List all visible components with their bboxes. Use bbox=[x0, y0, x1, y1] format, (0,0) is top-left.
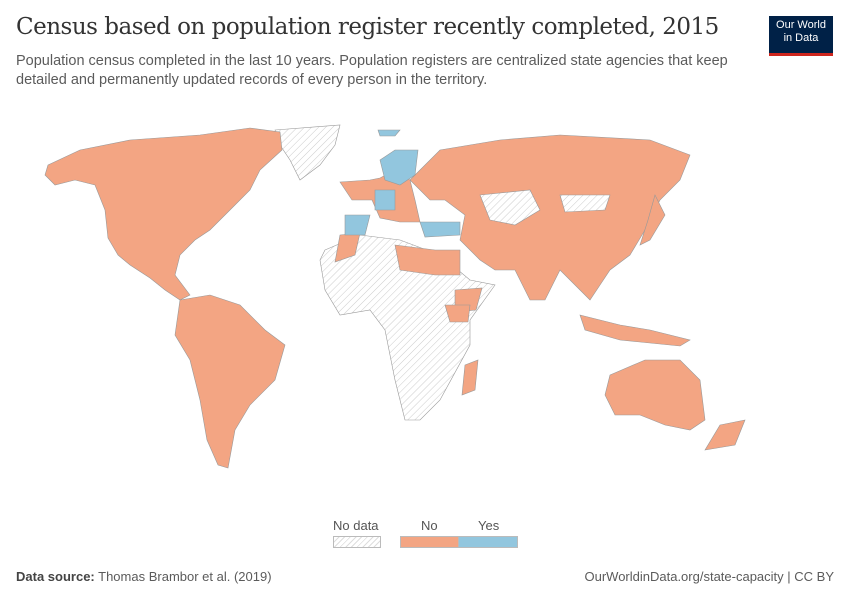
world-map bbox=[44, 124, 746, 469]
region-madagascar[interactable] bbox=[461, 359, 479, 396]
region-indonesia[interactable] bbox=[579, 314, 691, 347]
region-east-africa[interactable] bbox=[444, 304, 471, 323]
data-source: Data source: Thomas Brambor et al. (2019… bbox=[16, 569, 272, 584]
region-turkey[interactable] bbox=[419, 221, 461, 238]
data-source-text[interactable]: Thomas Brambor et al. (2019) bbox=[98, 569, 272, 584]
legend-no-swatch[interactable] bbox=[400, 536, 459, 548]
region-south-america[interactable] bbox=[174, 294, 286, 469]
region-central-europe[interactable] bbox=[374, 189, 396, 211]
region-australia[interactable] bbox=[604, 359, 706, 431]
legend-no-label: No bbox=[421, 518, 438, 533]
region-greenland[interactable] bbox=[274, 124, 341, 181]
region-north-america[interactable] bbox=[44, 127, 283, 301]
logo-line-2: in Data bbox=[783, 32, 819, 44]
chart-title: Census based on population register rece… bbox=[16, 14, 719, 40]
logo-line-1: Our World bbox=[776, 19, 826, 31]
region-kazakhstan[interactable] bbox=[479, 189, 541, 226]
legend-yes-label: Yes bbox=[478, 518, 500, 533]
region-asia[interactable] bbox=[409, 134, 691, 301]
legend-no-data-label: No data bbox=[333, 518, 379, 533]
region-libya-egypt[interactable] bbox=[394, 244, 461, 276]
legend-yes-swatch[interactable] bbox=[458, 536, 518, 548]
footer-link[interactable]: OurWorldinData.org/state-capacity | CC B… bbox=[584, 569, 834, 584]
region-mongolia[interactable] bbox=[559, 194, 611, 213]
chart-subtitle: Population census completed in the last … bbox=[16, 53, 728, 88]
region-japan[interactable] bbox=[639, 194, 666, 246]
owid-logo[interactable]: Our World in Data bbox=[769, 16, 833, 56]
region-new-zealand[interactable] bbox=[704, 419, 746, 451]
region-iceland[interactable] bbox=[377, 129, 401, 137]
data-source-label: Data source: bbox=[16, 569, 95, 584]
region-spain[interactable] bbox=[344, 214, 371, 236]
region-scandinavia[interactable] bbox=[379, 149, 419, 186]
legend-no-data-swatch bbox=[333, 536, 381, 548]
